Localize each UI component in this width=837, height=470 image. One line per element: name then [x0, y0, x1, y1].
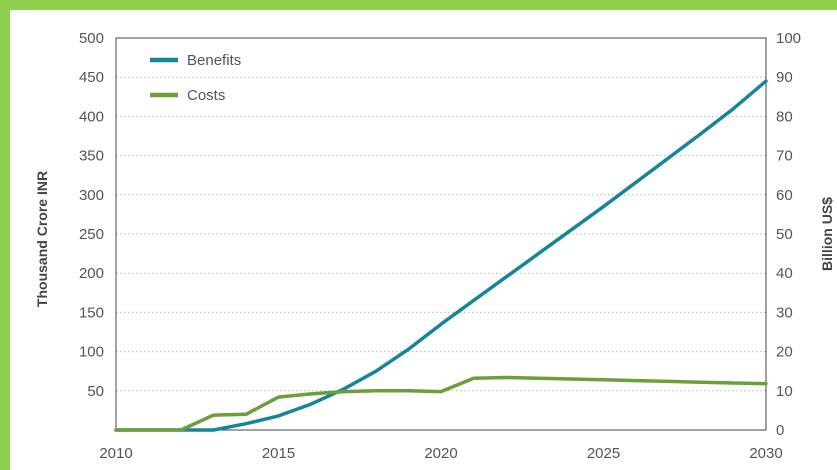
- y2-tick-label: 90: [776, 69, 793, 86]
- y2-tick-label: 60: [776, 187, 793, 204]
- y-tick-label: 150: [79, 304, 104, 321]
- x-tick-label: 2025: [587, 445, 620, 462]
- y-tick-label: 250: [79, 226, 104, 243]
- y-tick-label: 300: [79, 187, 104, 204]
- y-axis-title: Thousand Crore INR: [34, 171, 50, 307]
- legend: Benefits Costs: [150, 52, 241, 104]
- y-tick-label: 50: [87, 383, 104, 400]
- y2-tick-label: 20: [776, 344, 793, 361]
- x-tick-label: 2030: [749, 445, 782, 462]
- chart-panel: 500 450 400 350 300 250 200 150 100 50 100 90 80 70 6…: [10, 10, 837, 470]
- x-tick-label: 2015: [262, 445, 295, 462]
- gridlines: [116, 37, 766, 392]
- legend-label-benefits: Benefits: [187, 52, 241, 69]
- y-tick-label: 200: [79, 265, 104, 282]
- y2-tick-label: 50: [776, 226, 793, 243]
- y2-tick-label: 0: [776, 422, 784, 439]
- y-axis-ticks: 500 450 400 350 300 250 200 150 100 50: [79, 30, 104, 400]
- y-tick-label: 450: [79, 69, 104, 86]
- series-line-benefits: [114, 79, 768, 432]
- y2-tick-label: 30: [776, 304, 793, 321]
- y-tick-label: 350: [79, 148, 104, 165]
- legend-label-costs: Costs: [187, 87, 225, 104]
- y2-tick-label: 80: [776, 108, 793, 125]
- series-lines: [114, 79, 768, 432]
- y-tick-label: 500: [79, 30, 104, 47]
- x-tick-label: 2020: [424, 445, 457, 462]
- y2-tick-label: 40: [776, 265, 793, 282]
- y2-tick-label: 100: [776, 30, 801, 47]
- series-line-costs: [114, 375, 768, 432]
- plot-frame: [115, 37, 767, 431]
- y-tick-label: 400: [79, 108, 104, 125]
- x-tick-label: 2010: [99, 445, 132, 462]
- y2-tick-label: 70: [776, 148, 793, 165]
- y2-tick-label: 10: [776, 383, 793, 400]
- y2-axis-title: Billion US$: [819, 197, 835, 271]
- x-axis-ticks: 2010 2015 2020 2025 2030: [99, 445, 782, 462]
- y-tick-label: 100: [79, 344, 104, 361]
